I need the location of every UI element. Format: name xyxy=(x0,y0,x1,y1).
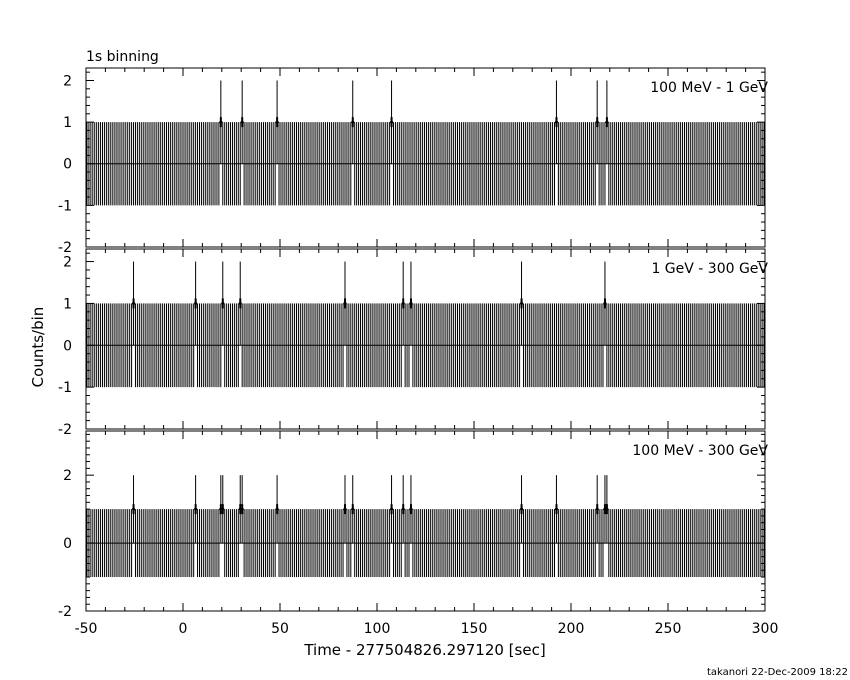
event-marker xyxy=(603,504,606,515)
event-marker xyxy=(390,504,393,515)
panel: -2 -1 0 1 2 100 MeV - 1 GeV xyxy=(58,67,768,256)
x-axis-tick-labels: -50 0 50 100 150 200 250 300 xyxy=(75,621,779,637)
event-marker xyxy=(605,117,608,128)
event-marker xyxy=(221,504,224,515)
event-marker xyxy=(402,298,405,309)
x-tick-label: 300 xyxy=(752,621,779,637)
panel-energy-label: 100 MeV - 300 GeV xyxy=(632,443,768,459)
credit-label: takanori 22-Dec-2009 18:22 xyxy=(707,667,848,678)
event-marker xyxy=(351,117,354,128)
y-tick-label: -2 xyxy=(58,604,72,620)
event-marker xyxy=(596,117,599,128)
event-marker xyxy=(344,504,347,515)
event-marker xyxy=(221,298,224,309)
binning-label: 1s binning xyxy=(86,49,159,65)
event-marker xyxy=(239,298,242,309)
panel-energy-label: 100 MeV - 1 GeV xyxy=(650,80,768,96)
event-marker xyxy=(555,504,558,515)
y-ticks xyxy=(86,252,765,430)
y-tick-label: 2 xyxy=(63,468,72,484)
x-ticks xyxy=(85,431,766,611)
y-axis-label: Counts/bin xyxy=(29,307,47,388)
count-markers xyxy=(132,298,607,309)
y-tick-label: 0 xyxy=(63,536,72,552)
event-marker xyxy=(241,117,244,128)
panel-frame xyxy=(85,67,766,248)
y-tick-label: -1 xyxy=(58,380,72,396)
x-tick-label: 200 xyxy=(558,621,585,637)
x-tick-label: 0 xyxy=(179,621,188,637)
y-ticks xyxy=(86,71,765,248)
event-marker xyxy=(402,504,405,515)
panel: -2 -1 0 1 2 1 GeV - 300 GeV xyxy=(58,248,768,438)
x-tick-label: -50 xyxy=(75,621,98,637)
event-marker xyxy=(409,504,412,515)
y-tick-label: 1 xyxy=(63,115,72,131)
event-marker xyxy=(241,504,244,515)
panel-energy-label: 1 GeV - 300 GeV xyxy=(651,261,768,277)
panel: -2 0 2 100 MeV - 300 GeV xyxy=(58,430,768,620)
event-marker xyxy=(219,117,222,128)
event-marker xyxy=(520,504,523,515)
event-marker xyxy=(132,504,135,515)
event-marker xyxy=(276,504,279,515)
event-marker xyxy=(520,298,523,309)
x-tick-label: 150 xyxy=(461,621,488,637)
event-marker xyxy=(555,117,558,128)
error-bars xyxy=(86,261,765,388)
y-tick-label: 2 xyxy=(63,73,72,89)
event-marker xyxy=(239,504,242,515)
x-tick-label: 50 xyxy=(271,621,289,637)
event-marker xyxy=(132,298,135,309)
y-tick-label: -2 xyxy=(58,422,72,438)
y-ticks xyxy=(86,433,765,612)
y-tick-label: -2 xyxy=(58,240,72,256)
x-tick-label: 250 xyxy=(655,621,682,637)
y-tick-label: -1 xyxy=(58,198,72,214)
x-ticks xyxy=(85,249,766,429)
event-marker xyxy=(409,298,412,309)
event-marker xyxy=(194,298,197,309)
y-tick-label: 0 xyxy=(63,157,72,173)
x-axis-label: Time - 277504826.297120 [sec] xyxy=(303,641,545,659)
panel-frame xyxy=(85,248,766,430)
x-ticks xyxy=(85,68,766,247)
x-tick-label: 100 xyxy=(364,621,391,637)
error-bars xyxy=(86,475,765,578)
y-tick-label: 0 xyxy=(63,338,72,354)
event-marker xyxy=(344,298,347,309)
event-marker xyxy=(603,298,606,309)
y-tick-label: 1 xyxy=(63,296,72,312)
y-tick-label: 2 xyxy=(63,255,72,271)
event-marker xyxy=(351,504,354,515)
count-markers xyxy=(132,504,609,515)
event-marker xyxy=(276,117,279,128)
panel-frame xyxy=(85,430,766,612)
panels: -2 -1 0 1 2 100 MeV - 1 GeV -2 -1 0 1 2 1 GeV - 300… xyxy=(58,67,768,620)
event-marker xyxy=(390,117,393,128)
error-bars xyxy=(86,80,765,206)
event-marker xyxy=(596,504,599,515)
event-marker xyxy=(605,504,608,515)
count-markers xyxy=(219,117,609,128)
event-marker xyxy=(219,504,222,515)
event-marker xyxy=(194,504,197,515)
